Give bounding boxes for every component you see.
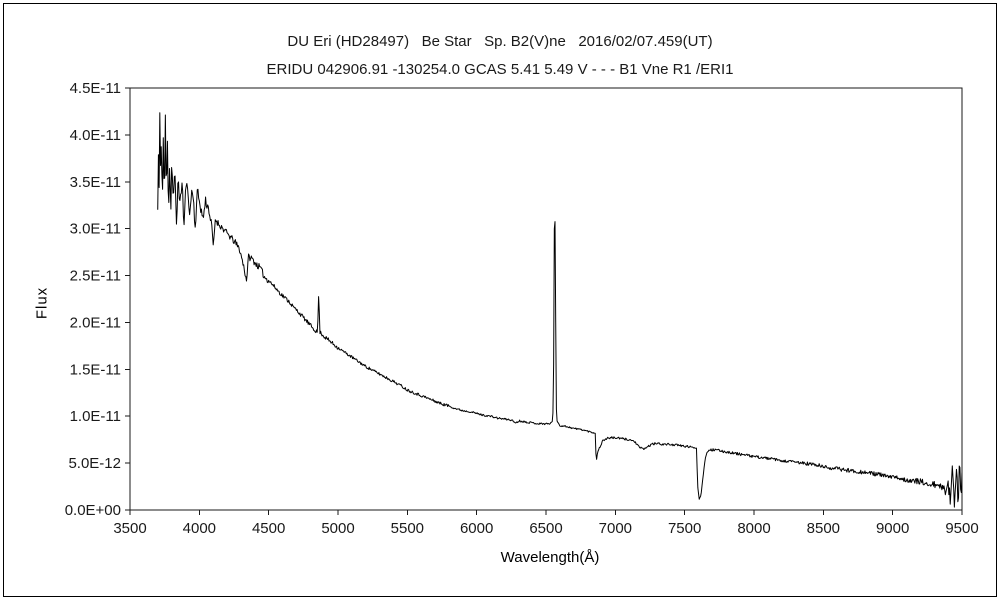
x-axis-label: Wavelength(Å) — [500, 549, 600, 566]
y-tick-label: 2.5E-11 — [70, 268, 121, 285]
y-tick-label: 0.0E+00 — [65, 502, 121, 519]
y-tick-label: 3.5E-11 — [70, 174, 121, 191]
x-tick-label: 9500 — [945, 520, 978, 537]
x-tick-label: 3500 — [113, 520, 146, 537]
x-tick-label: 6000 — [460, 520, 493, 537]
x-tick-label: 5500 — [391, 520, 424, 537]
y-tick-label: 5.0E-12 — [68, 455, 121, 472]
chart-window-border: DU Eri (HD28497) Be Star Sp. B2(V)ne 201… — [3, 3, 997, 597]
y-tick-label: 1.5E-11 — [70, 361, 121, 378]
x-tick-label: 4000 — [183, 520, 216, 537]
x-tick-label: 8500 — [807, 520, 840, 537]
x-tick-label: 7500 — [668, 520, 701, 537]
chart-title-line2: ERIDU 042906.91 -130254.0 GCAS 5.41 5.49… — [266, 61, 734, 78]
chart-title-block: DU Eri (HD28497) Be Star Sp. B2(V)ne 201… — [4, 28, 996, 84]
y-tick-label: 4.5E-11 — [70, 80, 121, 97]
y-tick-label: 3.0E-11 — [70, 221, 121, 238]
x-tick-label: 9000 — [876, 520, 909, 537]
y-tick-label: 1.0E-11 — [70, 408, 121, 425]
x-tick-label: 6500 — [529, 520, 562, 537]
chart-title-line1: DU Eri (HD28497) Be Star Sp. B2(V)ne 201… — [287, 33, 713, 50]
x-tick-label: 5000 — [321, 520, 354, 537]
y-tick-label: 2.0E-11 — [70, 314, 121, 331]
x-tick-label: 8000 — [737, 520, 770, 537]
x-tick-label: 7000 — [599, 520, 632, 537]
y-tick-label: 4.0E-11 — [70, 127, 121, 144]
plot-frame — [129, 87, 963, 511]
x-tick-label: 4500 — [252, 520, 285, 537]
spectrum-line — [157, 112, 962, 508]
